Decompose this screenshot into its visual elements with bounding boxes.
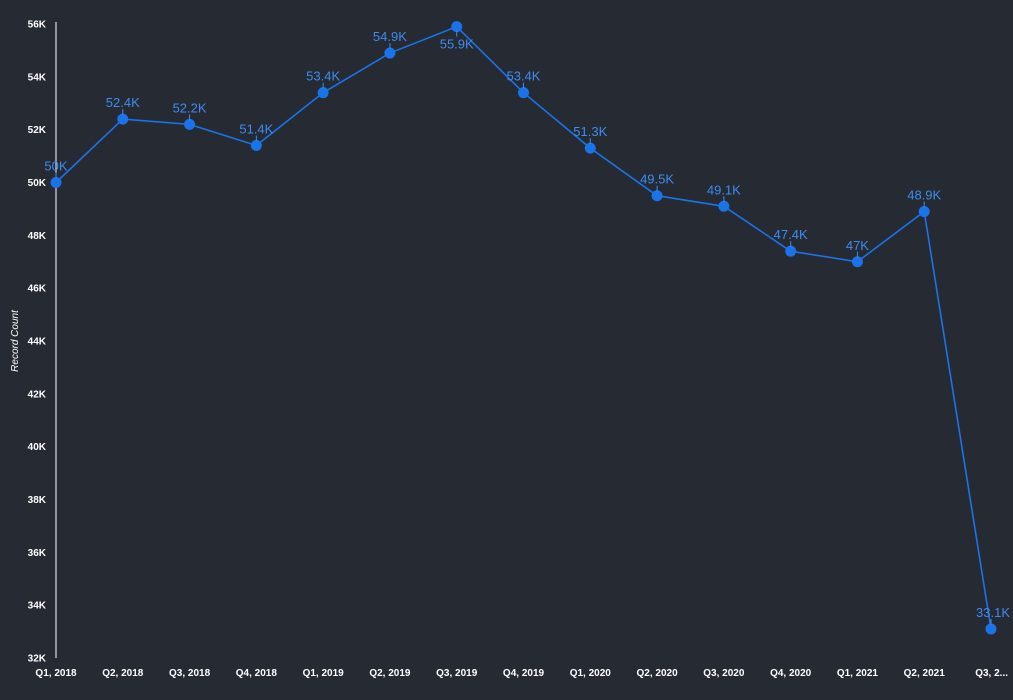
y-tick-label: 40K (28, 442, 47, 453)
x-tick-label: Q3, 2... (975, 668, 1008, 679)
data-point[interactable] (451, 21, 463, 33)
y-tick-label: 44K (28, 337, 47, 348)
y-axis-title: Record Count (10, 309, 21, 372)
data-label: 51.3K (573, 124, 607, 139)
data-point[interactable] (785, 245, 797, 257)
x-axis: Q1, 2018 Q2, 2018 Q3, 2018 Q4, 2018 Q1, 2019… (35, 668, 1008, 679)
y-tick-label: 56K (28, 20, 47, 31)
data-point[interactable] (184, 118, 196, 130)
data-point[interactable] (317, 87, 329, 99)
x-tick-label: Q4, 2020 (770, 668, 812, 679)
y-tick-label: 32K (28, 654, 47, 665)
series-line (55, 25, 992, 630)
data-points (50, 21, 997, 635)
x-tick-label: Q1, 2018 (35, 668, 77, 679)
y-tick-label: 34K (28, 601, 47, 612)
data-labels: 50K 52.4K 52.2K 51.4K 53.4K 54.9K 55.9K 53.4K 51… (44, 29, 1010, 625)
data-label: 51.4K (239, 122, 273, 137)
x-tick-label: Q4, 2018 (236, 668, 278, 679)
y-tick-label: 50K (28, 178, 47, 189)
x-tick-label: Q2, 2021 (904, 668, 946, 679)
data-label: 53.4K (306, 69, 340, 84)
data-label: 48.9K (907, 188, 941, 203)
x-tick-label: Q1, 2021 (837, 668, 879, 679)
data-label: 47.4K (774, 227, 808, 242)
data-point[interactable] (651, 190, 663, 202)
data-label: 55.9K (440, 37, 474, 52)
y-tick-label: 46K (28, 284, 47, 295)
x-tick-label: Q3, 2020 (703, 668, 745, 679)
data-point[interactable] (250, 140, 262, 152)
data-point[interactable] (384, 47, 396, 59)
data-label: 54.9K (373, 29, 407, 44)
data-point[interactable] (918, 206, 930, 218)
x-tick-label: Q2, 2020 (636, 668, 678, 679)
data-label: 47K (846, 238, 869, 253)
y-tick-label: 38K (28, 495, 47, 506)
data-point[interactable] (584, 142, 596, 154)
x-tick-label: Q3, 2019 (436, 668, 478, 679)
x-tick-label: Q3, 2018 (169, 668, 211, 679)
data-point[interactable] (50, 177, 62, 188)
data-point[interactable] (985, 623, 997, 635)
y-axis: 32K 34K 36K 38K 40K 42K 44K 46K 48K 50K 52K 54K 56K (28, 20, 47, 665)
data-point[interactable] (518, 87, 529, 99)
y-tick-label: 48K (28, 231, 47, 242)
data-point[interactable] (851, 256, 863, 268)
x-tick-label: Q2, 2019 (369, 668, 411, 679)
data-point[interactable] (718, 200, 730, 212)
data-label: 49.5K (640, 172, 674, 187)
x-tick-label: Q2, 2018 (102, 668, 144, 679)
data-label: 53.4K (507, 69, 541, 84)
x-tick-label: Q1, 2019 (303, 668, 345, 679)
data-label: 33.1K (976, 605, 1010, 620)
y-tick-label: 42K (28, 389, 47, 400)
x-tick-label: Q1, 2020 (570, 668, 612, 679)
data-label: 52.2K (173, 100, 207, 115)
data-label: 52.4K (106, 95, 140, 110)
y-tick-label: 36K (28, 548, 47, 559)
x-tick-label: Q4, 2019 (503, 668, 545, 679)
data-label: 50K (44, 159, 67, 174)
data-point[interactable] (117, 113, 129, 125)
data-label: 49.1K (707, 182, 741, 197)
y-tick-label: 54K (28, 72, 47, 83)
y-tick-label: 52K (28, 125, 47, 136)
